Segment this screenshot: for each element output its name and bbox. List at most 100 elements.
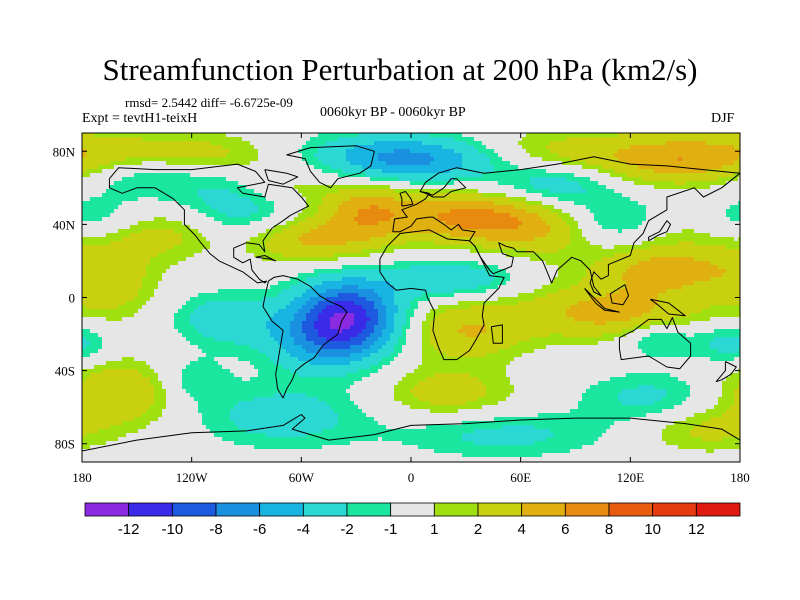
field-cell — [722, 153, 727, 158]
field-cell — [162, 253, 167, 258]
field-cell — [522, 229, 527, 234]
field-cell — [150, 197, 155, 202]
field-cell — [542, 137, 547, 142]
field-cell — [474, 137, 479, 142]
field-cell — [718, 173, 723, 178]
field-cell — [342, 197, 347, 202]
field-cell — [90, 221, 95, 226]
field-cell — [226, 209, 231, 214]
field-cell — [690, 173, 695, 178]
field-cell — [730, 237, 735, 242]
field-cell — [558, 193, 563, 198]
field-cell — [94, 149, 99, 154]
field-cell — [342, 145, 347, 150]
field-cell — [274, 181, 279, 186]
field-cell — [482, 201, 487, 206]
field-cell — [234, 137, 239, 142]
field-cell — [474, 229, 479, 234]
field-cell — [122, 133, 127, 138]
field-cell — [322, 201, 327, 206]
field-cell — [194, 161, 199, 166]
field-cell — [406, 153, 411, 158]
field-cell — [178, 185, 183, 190]
field-cell — [514, 201, 519, 206]
field-cell — [502, 201, 507, 206]
field-cell — [382, 149, 387, 154]
field-cell — [194, 241, 199, 246]
field-cell — [510, 233, 515, 238]
field-cell — [262, 225, 267, 230]
field-cell — [654, 185, 659, 190]
field-cell — [306, 197, 311, 202]
field-cell — [230, 237, 235, 242]
field-cell — [230, 229, 235, 234]
field-cell — [562, 241, 567, 246]
field-cell — [82, 137, 87, 142]
field-cell — [546, 181, 551, 186]
field-cell — [222, 209, 227, 214]
field-cell — [86, 133, 91, 138]
field-cell — [618, 149, 623, 154]
field-cell — [438, 237, 443, 242]
field-cell — [554, 185, 559, 190]
field-cell — [174, 153, 179, 158]
field-cell — [734, 141, 739, 146]
field-cell — [590, 165, 595, 170]
field-cell — [642, 193, 647, 198]
field-cell — [662, 181, 667, 186]
field-cell — [706, 205, 711, 210]
field-cell — [246, 149, 251, 154]
field-cell — [586, 177, 591, 182]
field-cell — [498, 181, 503, 186]
field-cell — [202, 165, 207, 170]
field-cell — [198, 153, 203, 158]
field-cell — [530, 181, 535, 186]
field-cell — [346, 233, 351, 238]
field-cell — [382, 245, 387, 250]
field-cell — [202, 253, 207, 258]
field-cell — [246, 225, 251, 230]
field-cell — [722, 177, 727, 182]
field-cell — [650, 201, 655, 206]
field-cell — [674, 233, 679, 238]
field-cell — [574, 185, 579, 190]
field-cell — [210, 209, 215, 214]
field-cell — [542, 237, 547, 242]
field-cell — [610, 237, 615, 242]
field-cell — [262, 197, 267, 202]
field-cell — [94, 241, 99, 246]
field-cell — [730, 141, 735, 146]
field-cell — [242, 141, 247, 146]
field-cell — [450, 145, 455, 150]
field-cell — [374, 245, 379, 250]
field-cell — [290, 237, 295, 242]
field-cell — [346, 133, 351, 138]
field-cell — [90, 157, 95, 162]
field-cell — [346, 189, 351, 194]
field-cell — [590, 197, 595, 202]
field-cell — [650, 177, 655, 182]
field-cell — [282, 197, 287, 202]
field-cell — [630, 229, 635, 234]
field-cell — [470, 237, 475, 242]
field-cell — [550, 165, 555, 170]
field-cell — [470, 213, 475, 218]
field-cell — [426, 149, 431, 154]
field-cell — [130, 245, 135, 250]
field-cell — [154, 221, 159, 226]
field-cell — [282, 205, 287, 210]
field-cell — [510, 201, 515, 206]
field-cell — [206, 189, 211, 194]
field-cell — [554, 245, 559, 250]
field-cell — [170, 181, 175, 186]
field-cell — [398, 245, 403, 250]
field-cell — [150, 249, 155, 254]
field-cell — [218, 193, 223, 198]
field-cell — [258, 245, 263, 250]
field-cell — [546, 161, 551, 166]
field-cell — [182, 133, 187, 138]
field-cell — [130, 141, 135, 146]
field-cell — [430, 189, 435, 194]
field-cell — [122, 229, 127, 234]
field-cell — [326, 217, 331, 222]
